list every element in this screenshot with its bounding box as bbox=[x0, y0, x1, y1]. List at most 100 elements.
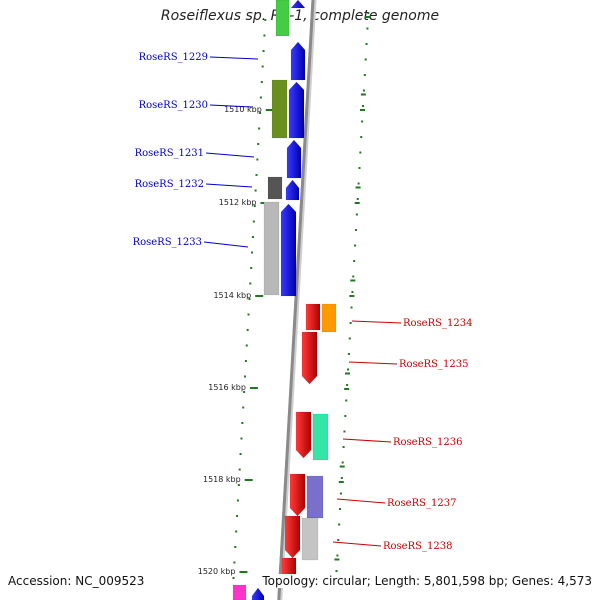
track-dot bbox=[252, 220, 255, 223]
track-dot bbox=[339, 492, 342, 495]
gene-block-rs1237-companion bbox=[306, 475, 324, 519]
track-dot bbox=[338, 523, 341, 526]
gene-block-bottom-blue bbox=[251, 587, 265, 600]
gene-label-left: RoseRS_1231 bbox=[135, 148, 204, 159]
track-dot bbox=[346, 384, 349, 386]
track-dot bbox=[232, 577, 235, 579]
track-dot bbox=[244, 360, 247, 362]
track-dot bbox=[249, 282, 252, 285]
track-dot bbox=[250, 267, 253, 269]
track-dot bbox=[350, 306, 353, 309]
map-title-text: Roseiflexus sp. RS-1, complete genome bbox=[160, 8, 440, 24]
gene-block-rs1238 bbox=[284, 515, 301, 559]
gene-leader-line bbox=[203, 241, 249, 248]
track-dot bbox=[247, 313, 250, 316]
gene-label-right: RoseRS_1238 bbox=[383, 541, 452, 552]
gene-leader-line bbox=[209, 56, 259, 60]
track-dot bbox=[251, 251, 254, 254]
track-dot bbox=[238, 468, 241, 471]
track-dot bbox=[248, 298, 251, 300]
gene-block-rs1230-companion bbox=[271, 79, 288, 139]
track-dot bbox=[354, 244, 357, 247]
kbp-tick-label: 1510 kbp bbox=[224, 105, 262, 114]
gene-leader-line bbox=[209, 104, 253, 108]
kbp-tick-mark bbox=[265, 109, 274, 111]
gene-block-top bbox=[290, 0, 306, 9]
track-dot bbox=[346, 368, 349, 371]
track-dot bbox=[254, 189, 257, 192]
gene-block-rs1236-companion bbox=[312, 413, 329, 461]
track-dot bbox=[237, 484, 240, 486]
gene-leader-line bbox=[332, 541, 382, 547]
track-dot bbox=[353, 260, 356, 262]
gene-block-rs1232-companion bbox=[267, 176, 283, 200]
kbp-tick-mark bbox=[255, 295, 264, 297]
gene-leader-line bbox=[205, 183, 253, 188]
track-dot bbox=[359, 151, 362, 154]
gene-leader-line bbox=[342, 438, 392, 443]
track-dot bbox=[362, 89, 365, 92]
track-dash bbox=[350, 279, 356, 282]
gene-block-rs1230 bbox=[288, 81, 305, 139]
gene-label-right: RoseRS_1237 bbox=[387, 498, 456, 509]
gene-block-bottom-pink bbox=[232, 584, 247, 600]
track-dot bbox=[253, 205, 256, 207]
gene-block-rs1228 bbox=[275, 0, 290, 37]
gene-block-rs1238-companion bbox=[301, 517, 319, 561]
track-dash bbox=[354, 202, 360, 204]
track-dot bbox=[243, 391, 246, 393]
gene-label-left: RoseRS_1232 bbox=[135, 179, 204, 190]
track-dot bbox=[358, 167, 361, 169]
track-dot bbox=[259, 112, 262, 114]
track-dot bbox=[366, 27, 369, 30]
track-dot bbox=[367, 12, 370, 14]
track-dot bbox=[264, 19, 267, 21]
track-dot bbox=[234, 546, 237, 548]
track-dot bbox=[356, 198, 359, 200]
track-dot bbox=[242, 406, 245, 409]
gene-block-rs1234-companion bbox=[321, 303, 337, 333]
track-dot bbox=[260, 81, 263, 83]
track-dot bbox=[239, 453, 242, 455]
track-dot bbox=[236, 515, 239, 517]
track-dot bbox=[363, 74, 366, 76]
track-dot bbox=[258, 127, 261, 130]
gene-leader-line bbox=[205, 152, 255, 158]
gene-block-rs1237 bbox=[289, 473, 306, 517]
track-dot bbox=[354, 229, 357, 231]
track-dash bbox=[334, 558, 340, 561]
gene-block-rs1233-companion bbox=[263, 201, 280, 296]
track-dot bbox=[261, 65, 264, 68]
track-dash bbox=[344, 388, 350, 390]
map-title: Roseiflexus sp. RS-1, complete genome bbox=[0, 8, 600, 24]
gene-block-rs1232 bbox=[285, 179, 300, 201]
track-dot bbox=[361, 120, 364, 123]
track-dot bbox=[337, 539, 340, 541]
accession-text: Accession: NC_009523 bbox=[8, 574, 145, 588]
gene-leader-line bbox=[351, 320, 402, 324]
track-dot bbox=[365, 43, 368, 45]
gene-block-rs1233 bbox=[280, 203, 297, 297]
kbp-tick-mark bbox=[239, 571, 248, 573]
track-dot bbox=[349, 322, 352, 324]
gene-block-rs1236 bbox=[295, 411, 312, 459]
track-dot bbox=[235, 530, 238, 533]
kbp-tick-label: 1518 kbp bbox=[203, 475, 241, 484]
track-dash bbox=[339, 465, 345, 468]
track-dot bbox=[362, 105, 365, 107]
track-dash bbox=[349, 295, 355, 297]
track-dot bbox=[344, 415, 347, 417]
track-dash bbox=[355, 186, 361, 189]
track-dot bbox=[246, 329, 249, 331]
gene-block-rs1234 bbox=[305, 303, 321, 331]
track-dot bbox=[243, 375, 246, 378]
gene-label-left: RoseRS_1229 bbox=[139, 52, 208, 63]
track-dot bbox=[335, 570, 338, 572]
track-dot bbox=[355, 213, 358, 216]
track-dot bbox=[240, 437, 243, 440]
track-dash bbox=[365, 16, 371, 18]
track-dot bbox=[245, 344, 248, 347]
kbp-tick-mark bbox=[244, 479, 253, 481]
